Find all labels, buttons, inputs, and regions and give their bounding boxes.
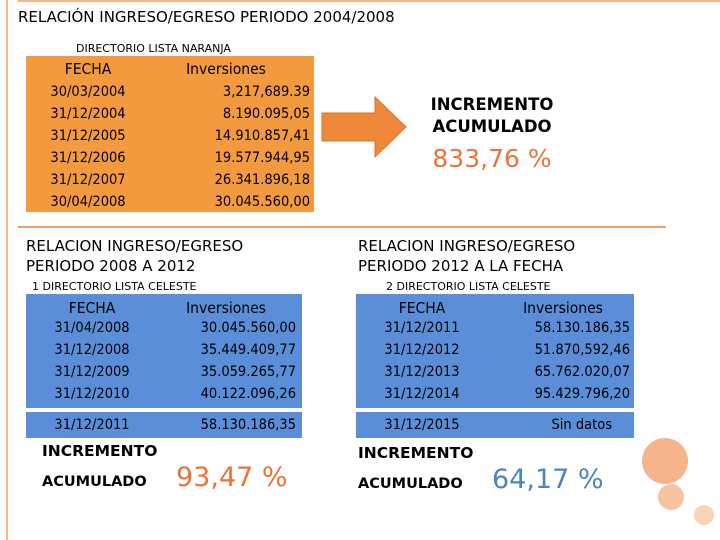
table-cell-value: 19.577.944,95 (214, 150, 310, 166)
section2-values: 30.045.560,00 35.449.409,77 35.059.265,7… (156, 317, 296, 405)
table-cell-value: 3,217,689.39 (222, 84, 310, 100)
table-cell-date: 31/12/2013 (384, 364, 460, 380)
section2-increment-label-line2: ACUMULADO (42, 474, 147, 490)
table-cell-date: 31/12/2015 (384, 417, 460, 433)
section2-last-row: 31/12/2011 58.130.186,35 (26, 412, 302, 438)
table-cell-value: 58.130.186,35 (200, 417, 296, 433)
section1-subtitle: DIRECTORIO LISTA NARANJA (76, 42, 231, 55)
table-cell-value: 30.045.560,00 (200, 320, 296, 336)
section3-subtitle: 2 DIRECTORIO LISTA CELESTE (386, 280, 551, 293)
table-cell-value: 40.122.096,26 (200, 386, 296, 402)
table-cell-value: 65.762.020,07 (534, 364, 630, 380)
table-cell-value: 14.910.857,41 (214, 128, 310, 144)
table-cell-date: 31/12/2012 (384, 342, 460, 358)
section3-increment-label-line2: ACUMULADO (358, 476, 463, 492)
table-cell-date: 31/12/2004 (50, 106, 126, 122)
table-cell-date: 31/12/2006 (50, 150, 126, 166)
section3-values: 58.130.186,35 51.870,592,46 65.762.020,0… (486, 317, 630, 405)
table-cell-date: 31/12/2011 (384, 320, 460, 336)
section2-header-value: Inversiones (186, 299, 266, 317)
section2-dates: 31/04/2008 31/12/2008 31/12/2009 31/12/2… (26, 317, 158, 405)
table-cell-date: 30/03/2004 (50, 84, 126, 100)
table-cell-value: 58.130.186,35 (534, 320, 630, 336)
section3-header-value: Inversiones (523, 299, 603, 317)
section1-table: FECHA Inversiones 30/03/2004 31/12/2004 … (26, 56, 314, 212)
decorative-circle-medium (658, 484, 684, 510)
section3-table: FECHA Inversiones 31/12/2011 31/12/2012 … (356, 294, 634, 408)
table-cell-date: 31/12/2011 (54, 417, 130, 433)
table-cell-value: 35.059.265,77 (200, 364, 296, 380)
section1-dates: 30/03/2004 31/12/2004 31/12/2005 31/12/2… (26, 81, 150, 213)
section2-subtitle: 1 DIRECTORIO LISTA CELESTE (32, 280, 197, 293)
section3-title-line2: PERIODO 2012 A LA FECHA (358, 257, 564, 275)
section2-table: FECHA Inversiones 31/04/2008 31/12/2008 … (26, 294, 302, 408)
increment-label-line1: INCREMENTO (430, 95, 554, 114)
table-cell-value: Sin datos (551, 417, 613, 433)
section2-header-date: FECHA (68, 299, 116, 317)
decorative-circle-large (642, 438, 688, 484)
table-cell-value: 95.429.796,20 (534, 386, 630, 402)
section2-title: RELACION INGRESO/EGRESO PERIODO 2008 A 2… (26, 236, 243, 276)
table-cell-value: 35.449.409,77 (200, 342, 296, 358)
section3-dates: 31/12/2011 31/12/2012 31/12/2013 31/12/2… (356, 317, 488, 405)
table-cell-value: 26.341.896,18 (214, 172, 310, 188)
table-cell-date: 31/12/2014 (384, 386, 460, 402)
decorative-vertical-line (6, 0, 8, 540)
increment-label-line2: ACUMULADO (432, 117, 552, 136)
section1-increment-value: 833,76 % (432, 144, 552, 173)
section3-title: RELACION INGRESO/EGRESO PERIODO 2012 A L… (358, 236, 575, 276)
section3-header-date: FECHA (398, 299, 446, 317)
section1-increment-label: INCREMENTO ACUMULADO (420, 94, 564, 138)
section1-header-value: Inversiones (186, 60, 266, 78)
table-cell-date: 31/04/2008 (54, 320, 130, 336)
table-cell-value: 30.045.560,00 (214, 194, 310, 210)
section3-title-line1: RELACION INGRESO/EGRESO (358, 237, 576, 255)
decorative-circle-small (694, 505, 714, 525)
section1-header-date: FECHA (64, 60, 112, 78)
section3-last-row: 31/12/2015 Sin datos (356, 412, 634, 438)
decorative-horizontal-line (18, 0, 720, 2)
table-cell-date: 31/12/2008 (54, 342, 130, 358)
section2-title-line2: PERIODO 2008 A 2012 (26, 257, 196, 275)
section2-title-line1: RELACION INGRESO/EGRESO (26, 237, 244, 255)
table-cell-date: 31/12/2007 (50, 172, 126, 188)
table-cell-date: 31/12/2009 (54, 364, 130, 380)
page-title: RELACIÓN INGRESO/EGRESO PERIODO 2004/200… (18, 8, 395, 26)
section2-increment-label-line1: INCREMENTO (42, 442, 158, 460)
table-cell-date: 31/12/2005 (50, 128, 126, 144)
table-cell-date: 30/04/2008 (50, 194, 126, 210)
right-arrow-icon (321, 95, 407, 159)
section3-increment-label-line1: INCREMENTO (358, 444, 474, 462)
section-divider (18, 226, 666, 228)
section1-values: 3,217,689.39 8.190.095,05 14.910.857,41 … (156, 81, 310, 213)
table-cell-value: 8.190.095,05 (222, 106, 310, 122)
section2-increment-value: 93,47 % (176, 462, 288, 493)
table-cell-date: 31/12/2010 (54, 386, 130, 402)
table-cell-value: 51.870,592,46 (534, 342, 630, 358)
section3-increment-value: 64,17 % (492, 464, 604, 495)
